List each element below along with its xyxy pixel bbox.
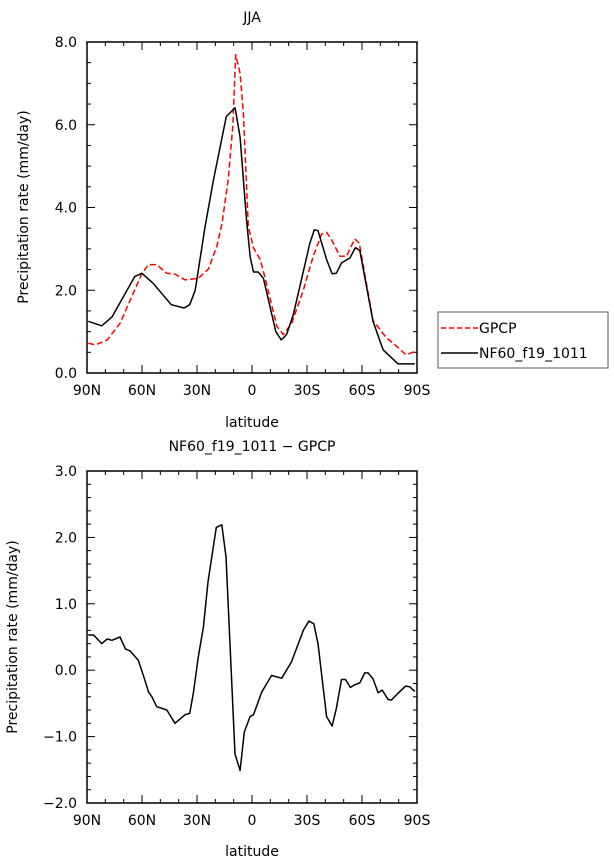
top-series: [88, 54, 416, 365]
top-x-tick-label: 0: [248, 383, 257, 399]
bottom-x-tick-label: 0: [248, 813, 257, 829]
bottom-y-tick-label: −2.0: [43, 796, 77, 812]
top-y-tick-label: 4.0: [55, 201, 77, 217]
top-x-tick-label: 90N: [73, 383, 101, 399]
top-chart-title: JJA: [242, 10, 261, 26]
top-x-tick-label: 60N: [128, 383, 156, 399]
top-ticks: 90N 60N 30N 0 30S 60S 90S 0.0 2.0 4.0 6.0 8.0: [55, 35, 431, 399]
top-series-line-gpcp: [88, 54, 416, 356]
bottom-x-tick-label: 90N: [73, 813, 101, 829]
top-x-tick-label: 90S: [404, 383, 431, 399]
top-y-axis-label: Precipitation rate (mm/day): [16, 110, 32, 304]
top-x-tick-label: 30N: [183, 383, 211, 399]
bottom-y-tick-label: 0.0: [55, 663, 77, 679]
bottom-x-tick-label: 60S: [349, 813, 376, 829]
bottom-y-tick-label: 3.0: [55, 464, 77, 480]
legend: GPCP NF60_f19_1011: [437, 311, 609, 369]
bottom-y-tick-label: 1.0: [55, 597, 77, 613]
bottom-x-axis-label: latitude: [225, 844, 279, 860]
top-y-tick-label: 2.0: [55, 283, 77, 299]
legend-box: [437, 311, 609, 369]
top-x-tick-label: 30S: [294, 383, 321, 399]
top-panel: JJA latitude Precipitation rate (mm/day)…: [16, 10, 430, 431]
bottom-x-tick-label: 30S: [294, 813, 321, 829]
bottom-y-tick-label: 2.0: [55, 530, 77, 546]
top-x-axis-label: latitude: [225, 415, 279, 431]
top-y-tick-label: 6.0: [55, 118, 77, 134]
bottom-chart-title: NF60_f19_1011 − GPCP: [169, 439, 336, 455]
bottom-plot-frame: [86, 470, 418, 804]
top-y-tick-label: 8.0: [55, 35, 77, 51]
bottom-panel: NF60_f19_1011 − GPCP latitude Precipitat…: [5, 439, 430, 860]
bottom-x-tick-label: 60N: [128, 813, 156, 829]
top-series-line-nf60-f19-1011: [88, 107, 415, 365]
bottom-y-tick-label: −1.0: [43, 730, 77, 746]
legend-label-model: NF60_f19_1011: [479, 346, 588, 362]
bottom-series: [88, 524, 416, 772]
top-x-tick-label: 60S: [349, 383, 376, 399]
bottom-x-tick-label: 30N: [183, 813, 211, 829]
top-plot-frame: [86, 41, 418, 374]
bottom-ticks: 90N 60N 30N 0 30S 60S 90S −2.0 −1.0 0.0 1.0 2.0 3.0: [43, 464, 430, 829]
bottom-y-axis-label: Precipitation rate (mm/day): [5, 540, 21, 734]
legend-label-gpcp: GPCP: [479, 321, 517, 337]
bottom-series-line-nf60-f19-1011-gpcp: [88, 524, 416, 772]
bottom-x-tick-label: 90S: [404, 813, 431, 829]
top-y-tick-label: 0.0: [55, 366, 77, 382]
